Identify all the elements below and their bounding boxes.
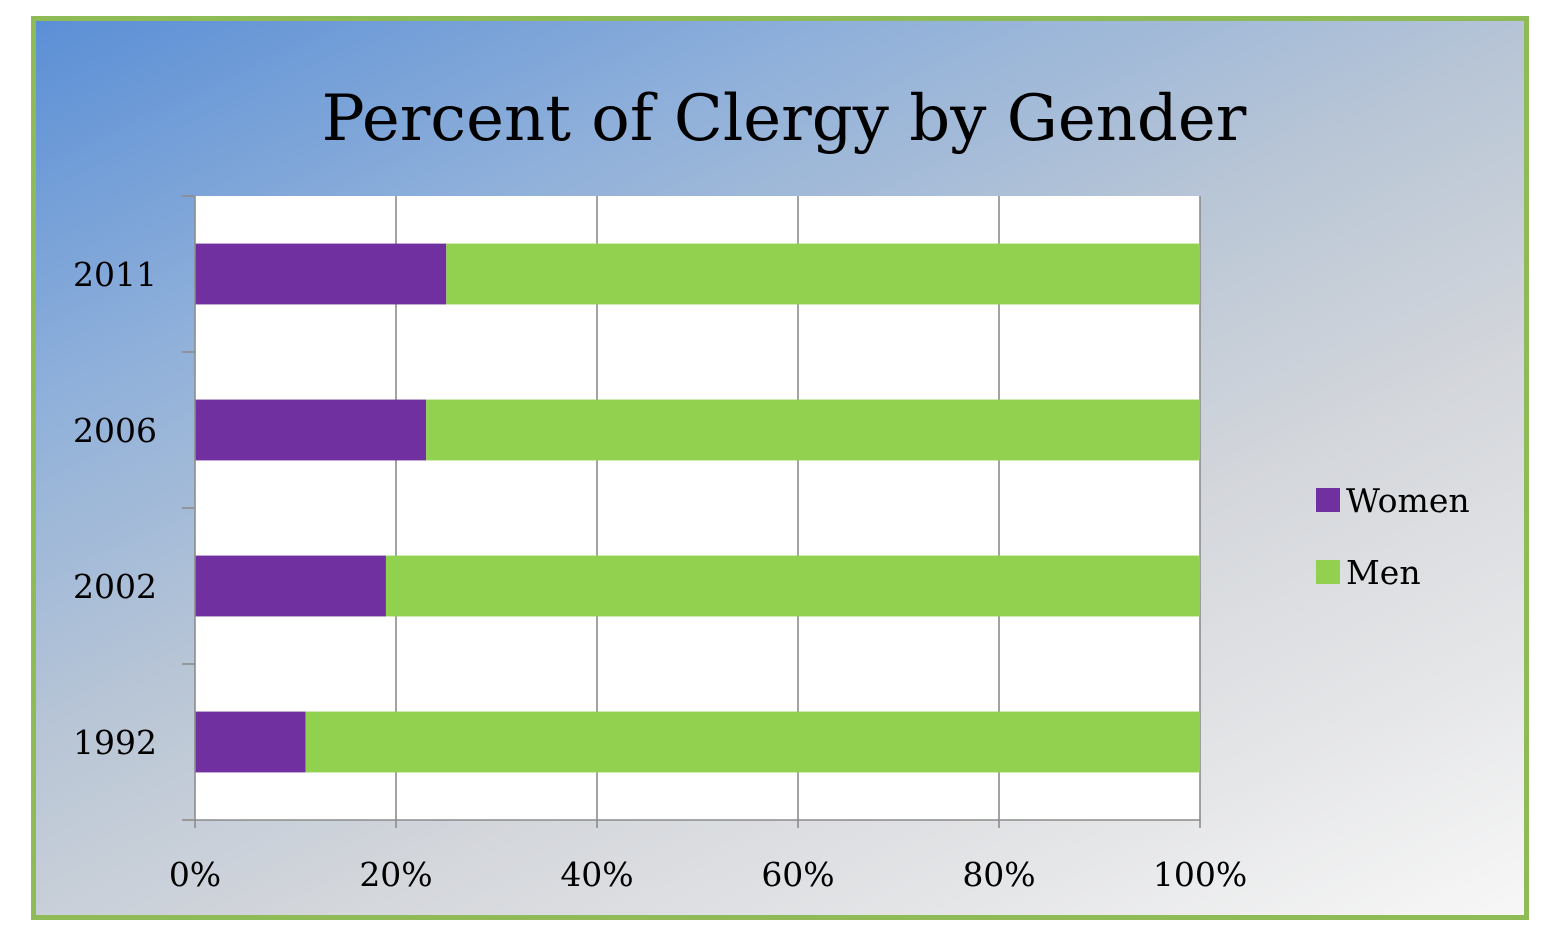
bar-women-1992 [195, 711, 306, 773]
bar-men-2011 [446, 243, 1200, 305]
x-tick-label-5: 100% [1153, 855, 1247, 894]
bar-men-2002 [385, 555, 1200, 617]
bars [195, 243, 1200, 773]
y-tick-label-2006: 2006 [73, 411, 157, 450]
y-tick-label-2002: 2002 [73, 567, 157, 606]
legend-label-women: Women [1346, 481, 1470, 520]
x-tick-label-4: 80% [962, 855, 1035, 894]
chart-title: Percent of Clergy by Gender [322, 82, 1247, 156]
y-tick-label-1992: 1992 [73, 723, 157, 762]
x-tick-label-2: 40% [560, 855, 633, 894]
tick-labels: 0% 20% 40% 60% 80% 100% 1992 2002 2006 2011 [73, 255, 1247, 894]
chart-frame: Percent of Clergy by Gender 0% 20% 40% 60% 8… [31, 16, 1529, 920]
legend: Women Men [1316, 481, 1470, 592]
bar-women-2002 [195, 555, 386, 617]
legend-swatch-women [1316, 488, 1340, 512]
bar-women-2011 [195, 243, 447, 305]
clergy-gender-chart: Percent of Clergy by Gender 0% 20% 40% 60% 8… [73, 82, 1470, 894]
legend-label-men: Men [1346, 553, 1421, 592]
bar-men-1992 [305, 711, 1200, 773]
x-tick-label-0: 0% [169, 855, 221, 894]
legend-swatch-men [1316, 560, 1340, 584]
axes [182, 195, 1201, 828]
y-tick-label-2011: 2011 [73, 255, 157, 294]
bar-men-2006 [426, 399, 1200, 461]
bar-women-2006 [195, 399, 427, 461]
x-tick-label-1: 20% [359, 855, 432, 894]
x-tick-label-3: 60% [761, 855, 834, 894]
